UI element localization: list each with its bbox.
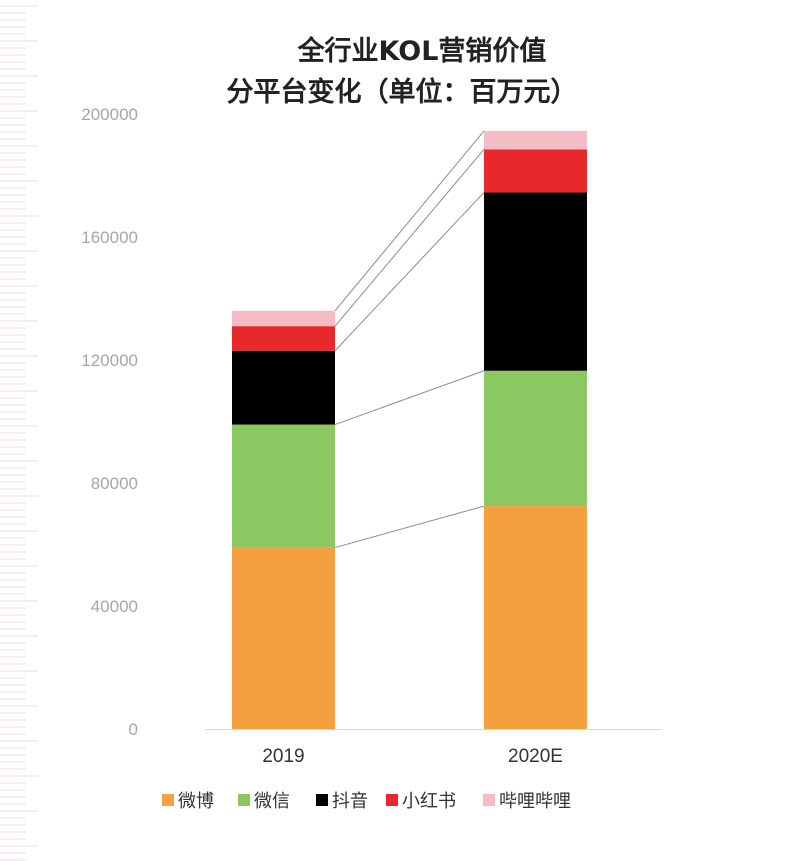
bar-segment-2-2019 bbox=[232, 424, 335, 548]
connector-line bbox=[334, 505, 485, 549]
bars-group bbox=[232, 130, 587, 729]
legend: 微博 微信 抖音 小红书 哔哩哔哩 bbox=[162, 791, 571, 812]
bar-segment-1-2020E bbox=[484, 506, 587, 729]
bar-segment-4-2019 bbox=[232, 326, 335, 351]
legend-swatch bbox=[386, 794, 398, 806]
legend-label: 微信 bbox=[254, 791, 290, 812]
legend-swatch bbox=[483, 794, 495, 806]
y-tick-label: 80000 bbox=[91, 474, 138, 493]
y-tick-label: 160000 bbox=[81, 228, 138, 247]
chart-title-line-1: 全行业KOL营销价值 bbox=[297, 35, 547, 67]
legend-swatch bbox=[316, 794, 328, 806]
bar-segment-2-2020E bbox=[484, 370, 587, 507]
connector-line bbox=[334, 192, 485, 352]
y-tick-label: 0 bbox=[129, 720, 138, 739]
legend-label: 哔哩哔哩 bbox=[499, 791, 571, 812]
connector-line bbox=[334, 149, 485, 327]
chart-title-line-2: 分平台变化（单位：百万元） bbox=[227, 76, 578, 108]
x-axis-category-labels: 2019 2020E bbox=[262, 746, 563, 767]
connector-line bbox=[334, 130, 485, 312]
decorative-left-ruler bbox=[0, 5, 38, 861]
legend-swatch bbox=[162, 794, 174, 806]
x-category-label: 2019 bbox=[262, 746, 304, 767]
bar-segment-3-2019 bbox=[232, 350, 335, 425]
connector-line bbox=[334, 370, 485, 426]
bar-segment-5-2019 bbox=[232, 310, 335, 327]
y-tick-label: 200000 bbox=[81, 105, 138, 124]
bar-segment-3-2020E bbox=[484, 192, 587, 371]
legend-label: 抖音 bbox=[332, 791, 368, 812]
x-category-label: 2020E bbox=[508, 746, 563, 767]
bar-segment-1-2019 bbox=[232, 547, 335, 729]
y-axis-ticks: 0 40000 80000 120000 160000 200000 bbox=[81, 105, 138, 739]
legend-swatch bbox=[238, 794, 250, 806]
bar-segment-5-2020E bbox=[484, 130, 587, 150]
legend-label: 小红书 bbox=[402, 791, 456, 812]
y-tick-label: 120000 bbox=[81, 351, 138, 370]
connector-lines bbox=[334, 130, 485, 549]
bar-segment-4-2020E bbox=[484, 149, 587, 193]
legend-label: 微博 bbox=[178, 791, 214, 812]
y-tick-label: 40000 bbox=[91, 597, 138, 616]
